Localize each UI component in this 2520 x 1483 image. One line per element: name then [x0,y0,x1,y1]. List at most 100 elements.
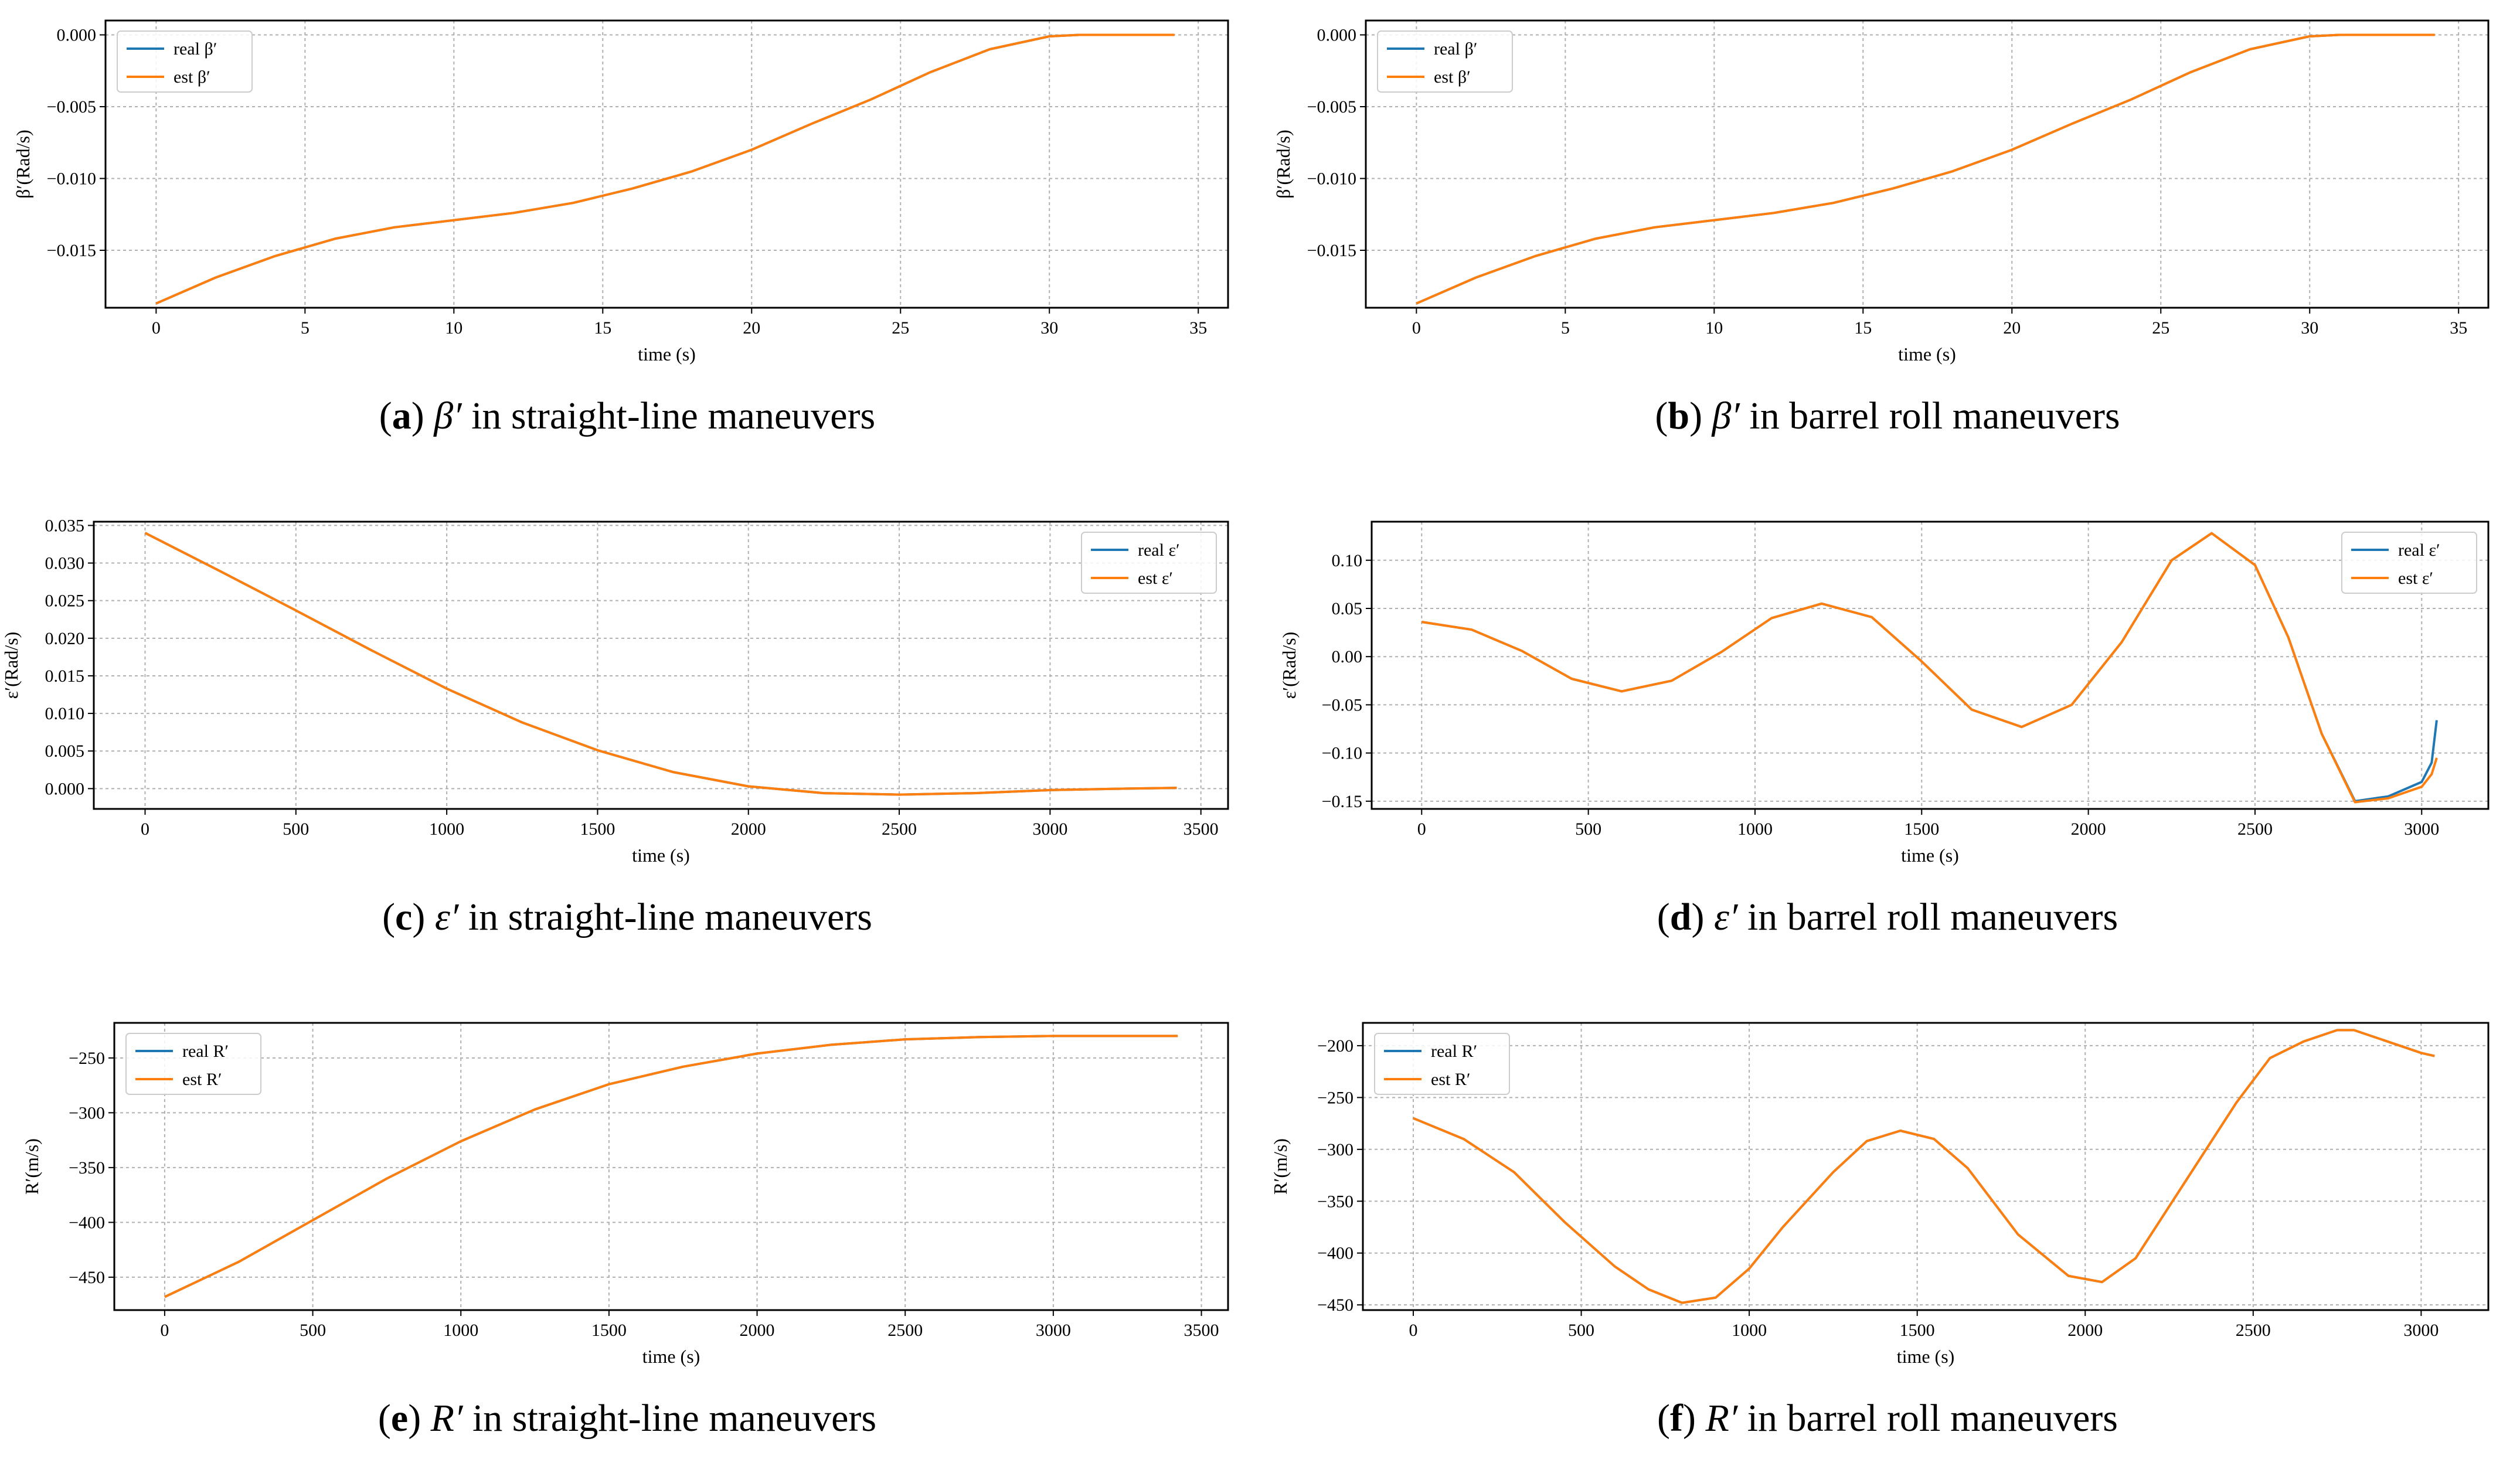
legend-label: est ε′ [1138,569,1173,588]
x-tick-label: 35 [2450,318,2467,338]
chart-svg-b: 0 5 10 15 20 25 30 35 −0.015 −0.010 −0.005 0.000 tim… [1273,19,2490,365]
y-tick-label: −400 [69,1213,105,1232]
chart-panel-f: 0 500 1000 1500 2000 2500 3000 −450 −400 −350 −300… [1260,1002,2515,1483]
caption-paren: ) [411,394,434,437]
caption-symbol: ε′ [434,896,459,938]
x-tick-label: 20 [2003,318,2021,338]
series-line-est [1413,1029,2435,1304]
x-tick-label: 1000 [1737,819,1773,839]
caption-text: in barrel roll maneuvers [1737,896,2118,938]
legend: real β′ est β′ [1377,30,1513,93]
series-line-real [155,33,1175,305]
y-tick-label: −250 [1317,1088,1353,1107]
caption-symbol: ε′ [1713,896,1738,938]
x-tick-label: 20 [743,318,760,338]
plot-frame [1365,19,2490,309]
x-tick-label: 0 [1409,1321,1417,1340]
legend-label: real R′ [1431,1042,1477,1061]
x-tick-label: 1000 [1732,1321,1767,1340]
x-tick-label: 2500 [887,1321,923,1340]
x-tick-label: 3500 [1184,1321,1219,1340]
x-tick-label: 30 [1040,318,1058,338]
y-tick-label: −200 [1317,1036,1353,1056]
series-line-est [164,1035,1178,1298]
y-axis-label: β′(Rad/s) [1273,130,1294,198]
y-tick-label: −450 [1317,1295,1353,1315]
plot-frame [93,521,1229,810]
caption-paren: ) [1682,1397,1706,1440]
caption-letter: f [1669,1397,1683,1440]
series-line-est [144,532,1177,796]
chart-svg-e: 0 500 1000 1500 2000 2500 3000 3500 −450 −400 −350… [21,1022,1229,1367]
chart-svg-d: 0 500 1000 1500 2000 2500 3000 −0.15 −0.10 −0.05 0… [1278,521,2490,866]
x-tick-label: 3000 [1036,1321,1071,1340]
caption-text: in straight-line maneuvers [458,896,872,938]
series-line-est [1416,33,2435,305]
legend: real R′ est R′ [125,1033,261,1095]
caption-paren: ( [379,394,392,437]
y-axis-label: ε′(Rad/s) [1278,632,1300,699]
y-tick-label: −0.010 [1307,169,1356,189]
caption-d: (d) ε′ in barrel roll maneuvers [1260,895,2515,940]
legend-label: est β′ [1434,67,1471,87]
chart-panel-d: 0 500 1000 1500 2000 2500 3000 −0.15 −0.10 −0.05 0… [1260,501,2515,982]
caption-symbol: R′ [430,1397,463,1440]
x-axis-label: time (s) [642,1346,700,1367]
legend-label: real β′ [1434,39,1477,59]
x-tick-label: 2500 [2237,819,2273,839]
chart-svg-c: 0 500 1000 1500 2000 2500 3000 3500 0.000 0.005 0.… [1,516,1229,866]
series-line-real [144,532,1177,796]
y-tick-label: −250 [69,1049,105,1068]
x-axis-label: time (s) [1898,343,1956,365]
chart-svg-a: 0 5 10 15 20 25 30 35 −0.015 −0.010 −0.005 0.000 tim… [12,19,1229,365]
x-tick-label: 5 [1561,318,1570,338]
x-axis-label: time (s) [632,845,690,866]
y-tick-label: 0.00 [1332,647,1363,666]
caption-symbol: β′ [434,394,462,437]
caption-paren: ( [382,896,396,938]
x-tick-label: 3500 [1184,819,1219,839]
series-line-real [1413,1029,2435,1304]
series-line-est [155,33,1175,305]
y-tick-label: 0.000 [1317,26,1357,45]
legend-label: est ε′ [2398,569,2433,588]
y-tick-label: −0.015 [47,241,96,260]
caption-letter: a [392,394,412,437]
caption-paren: ( [1655,394,1668,437]
x-tick-label: 0 [160,1321,169,1340]
y-tick-label: 0.035 [45,516,85,535]
caption-letter: c [395,896,413,938]
caption-symbol: β′ [1712,394,1740,437]
y-tick-label: 0.020 [45,629,85,648]
caption-paren: ( [378,1397,391,1440]
x-tick-label: 2000 [740,1321,775,1340]
x-tick-label: 25 [892,318,909,338]
legend-label: real ε′ [1138,540,1180,560]
caption-paren: ( [1657,1397,1670,1440]
x-tick-label: 5 [301,318,310,338]
y-tick-label: −0.015 [1307,241,1356,260]
x-axis-label: time (s) [638,343,696,365]
chart-panel-c: 0 500 1000 1500 2000 2500 3000 3500 0.000 0.005 0.… [0,501,1254,982]
x-tick-label: 15 [1854,318,1872,338]
x-tick-label: 2000 [731,819,766,839]
y-tick-label: −0.005 [47,97,96,117]
legend-label: real ε′ [2398,540,2440,560]
x-tick-label: 3000 [2403,1321,2439,1340]
caption-e: (e) R′ in straight-line maneuvers [0,1396,1254,1441]
x-axis-label: time (s) [1897,1346,1955,1367]
caption-text: in barrel roll maneuvers [1739,394,2120,437]
caption-paren: ) [408,1397,431,1440]
y-tick-label: 0.005 [45,741,85,761]
plot-frame [104,19,1229,309]
x-tick-label: 2500 [882,819,917,839]
legend-label: real β′ [174,39,217,59]
x-tick-label: 500 [300,1321,326,1340]
plot-frame [1370,521,2490,810]
caption-text: in straight-line maneuvers [462,1397,877,1440]
chart-svg-f: 0 500 1000 1500 2000 2500 3000 −450 −400 −350 −300… [1270,1022,2490,1367]
x-tick-label: 0 [1412,318,1421,338]
caption-paren: ) [412,896,435,938]
legend: real β′ est β′ [117,30,253,93]
caption-letter: b [1668,394,1690,437]
